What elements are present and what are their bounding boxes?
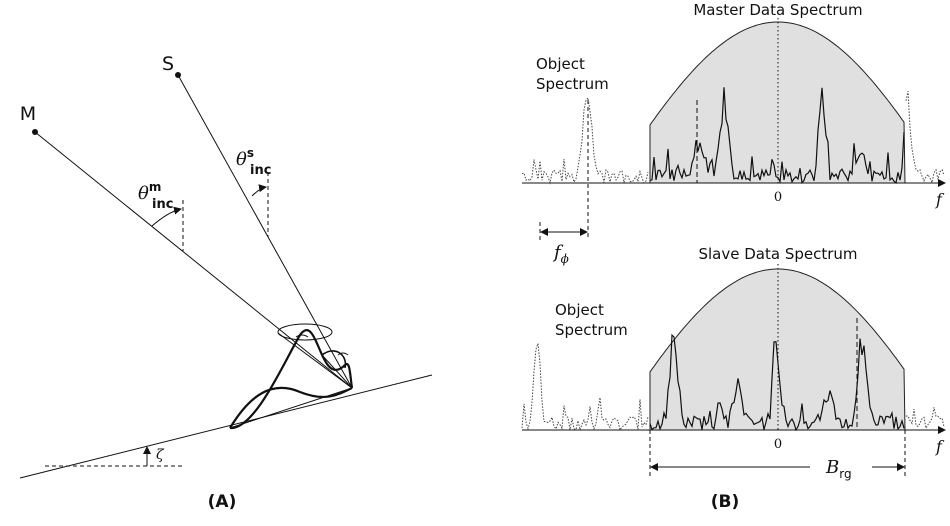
- symbol: θ: [236, 149, 247, 170]
- caption: (B): [711, 492, 740, 512]
- axis-label: f: [935, 437, 945, 456]
- master-title: Master Data Spectrum: [693, 1, 862, 19]
- angle-arc: [252, 187, 266, 196]
- wave: [230, 330, 352, 428]
- zero-label: 0: [774, 190, 782, 205]
- slave-label: S: [162, 53, 174, 75]
- slope-angle: ζ: [156, 447, 165, 463]
- axis-label: f: [935, 190, 945, 209]
- beam-edge: [230, 388, 352, 428]
- zero-label: 0: [774, 437, 782, 452]
- caption: (A): [208, 492, 237, 512]
- sub: rg: [839, 467, 851, 481]
- beam-edge: [322, 355, 352, 388]
- line: Object: [555, 301, 604, 319]
- sub: ϕ: [561, 252, 569, 266]
- sub: inc: [152, 197, 173, 212]
- slave-title: Slave Data Spectrum: [698, 245, 857, 263]
- line: Spectrum: [555, 321, 628, 339]
- line: Object: [536, 55, 585, 73]
- slave-ray: [178, 75, 352, 388]
- master-angle: θm inc: [138, 180, 173, 212]
- bandwidth-label: Brg: [825, 457, 852, 481]
- panel-a: [20, 73, 432, 479]
- master-point: [33, 130, 38, 135]
- object-label: Object Spectrum: [536, 55, 609, 93]
- sup: s: [247, 146, 254, 160]
- master-label: M: [20, 103, 36, 125]
- symbol: B: [825, 457, 839, 478]
- sub: inc: [250, 163, 271, 178]
- slave-angle: θs inc: [236, 146, 271, 178]
- shift-label: fϕ: [552, 242, 569, 266]
- ground-line: [20, 375, 432, 478]
- figure: M S θminc θsinc ζ (A) Master Data Spectr…: [0, 0, 950, 522]
- sup: m: [149, 180, 162, 194]
- symbol: θ: [138, 183, 149, 204]
- slave-point: [176, 73, 181, 78]
- master-ray: [35, 132, 352, 388]
- line: Spectrum: [536, 75, 609, 93]
- beam-ellipse: [278, 324, 332, 340]
- object-label: Object Spectrum: [555, 301, 628, 339]
